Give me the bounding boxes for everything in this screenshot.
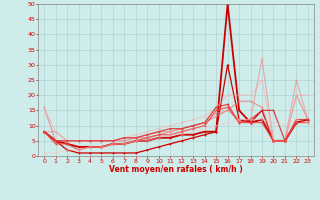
X-axis label: Vent moyen/en rafales ( km/h ): Vent moyen/en rafales ( km/h ) bbox=[109, 165, 243, 174]
